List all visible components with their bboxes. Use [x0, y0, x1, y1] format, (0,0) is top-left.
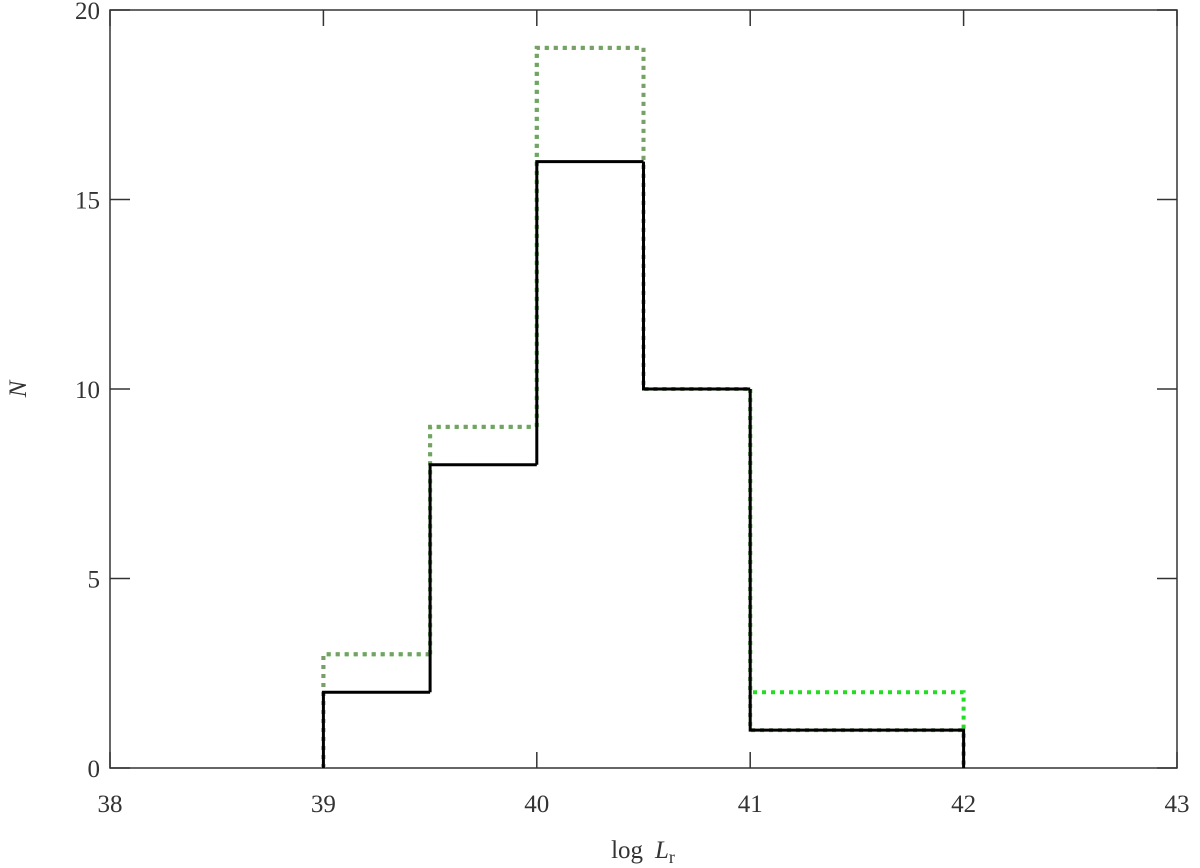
histogram-step — [428, 463, 537, 693]
histogram-step — [321, 652, 431, 768]
x-tick-label: 39 — [311, 791, 336, 818]
histogram-step — [642, 161, 751, 391]
y-tick-label: 0 — [88, 756, 101, 783]
histogram-step — [748, 389, 966, 768]
histogram-step — [534, 45, 644, 427]
y-tick-label: 5 — [88, 567, 101, 594]
y-tick-label: 20 — [75, 0, 100, 25]
x-tick-label: 38 — [98, 791, 123, 818]
histogram-step — [428, 424, 537, 655]
histogram-step — [428, 424, 537, 655]
histogram-step — [321, 690, 431, 768]
y-axis-label: N — [5, 379, 32, 398]
histogram-step — [641, 47, 751, 391]
histogram-step — [321, 652, 431, 768]
histogram-step — [641, 47, 751, 391]
y-tick-label: 15 — [75, 188, 100, 215]
histogram-step — [535, 160, 644, 465]
x-label-log: log — [611, 837, 643, 864]
x-label-var: L — [654, 837, 669, 864]
x-label-sub: r — [669, 847, 675, 867]
histogram-step — [748, 389, 966, 768]
histogram-step — [534, 45, 644, 427]
histogram-step — [748, 389, 966, 768]
x-tick-label: 40 — [524, 791, 549, 818]
x-tick-label: 43 — [1165, 791, 1190, 818]
x-tick-label: 42 — [951, 791, 976, 818]
y-tick-label: 10 — [75, 377, 100, 404]
x-tick-label: 41 — [738, 791, 763, 818]
x-axis-label: log Lr — [611, 837, 675, 867]
